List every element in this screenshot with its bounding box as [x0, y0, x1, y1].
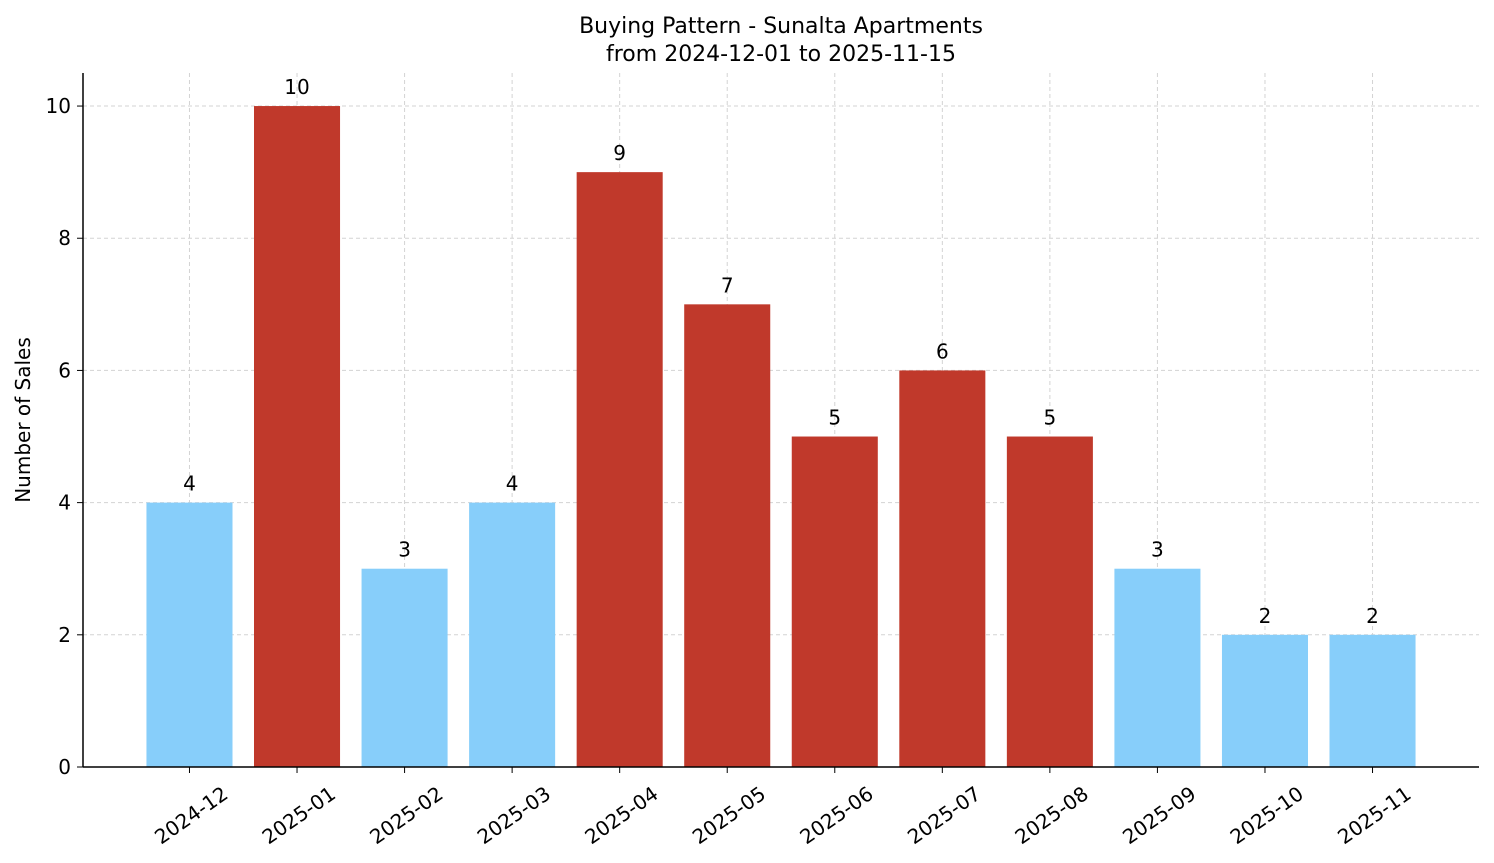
- bar: [1006, 436, 1093, 767]
- bar: [146, 502, 233, 767]
- bar: [469, 502, 556, 767]
- value-label: 5: [828, 406, 841, 430]
- value-label: 10: [284, 75, 309, 99]
- y-tick-label: 8: [58, 226, 71, 250]
- value-label: 4: [183, 472, 196, 496]
- bar: [1329, 634, 1416, 767]
- x-tick-label: 2025-02: [365, 781, 447, 849]
- x-tick-label: 2024-12: [150, 781, 232, 849]
- value-label: 6: [936, 339, 949, 363]
- value-label: 2: [1366, 604, 1379, 628]
- value-label: 7: [721, 273, 734, 297]
- value-label: 3: [398, 538, 411, 562]
- bar: [684, 304, 771, 767]
- bar: [899, 370, 986, 767]
- y-tick-label: 2: [58, 623, 71, 647]
- y-tick-label: 10: [46, 94, 71, 118]
- bar: [1114, 568, 1201, 767]
- bar: [1221, 634, 1308, 767]
- x-tick-label: 2025-08: [1011, 781, 1093, 849]
- chart-subtitle: from 2024-12-01 to 2025-11-15: [606, 42, 956, 67]
- x-tick-label: 2025-06: [795, 781, 877, 849]
- bar: [361, 568, 448, 767]
- x-tick-label: 2025-05: [688, 781, 770, 849]
- bar: [576, 172, 663, 768]
- y-axis-label: Number of Sales: [11, 337, 35, 503]
- value-label: 9: [613, 141, 626, 165]
- value-label: 5: [1044, 406, 1057, 430]
- value-label: 2: [1259, 604, 1272, 628]
- value-label: 4: [506, 472, 519, 496]
- chart-title: Buying Pattern - Sunalta Apartments: [579, 14, 983, 39]
- x-tick-label: 2025-01: [258, 781, 340, 849]
- y-tick-label: 6: [58, 358, 71, 382]
- x-tick-label: 2025-04: [580, 781, 662, 849]
- x-tick-label: 2025-11: [1333, 781, 1415, 849]
- y-tick-label: 4: [58, 491, 71, 515]
- bar: [791, 436, 878, 767]
- bar: [254, 106, 341, 768]
- y-tick-label: 0: [58, 755, 71, 779]
- x-tick-label: 2025-10: [1226, 781, 1308, 849]
- x-tick-label: 2025-03: [473, 781, 555, 849]
- value-label: 3: [1151, 538, 1164, 562]
- x-tick-label: 2025-09: [1118, 781, 1200, 849]
- x-tick-label: 2025-07: [903, 781, 985, 849]
